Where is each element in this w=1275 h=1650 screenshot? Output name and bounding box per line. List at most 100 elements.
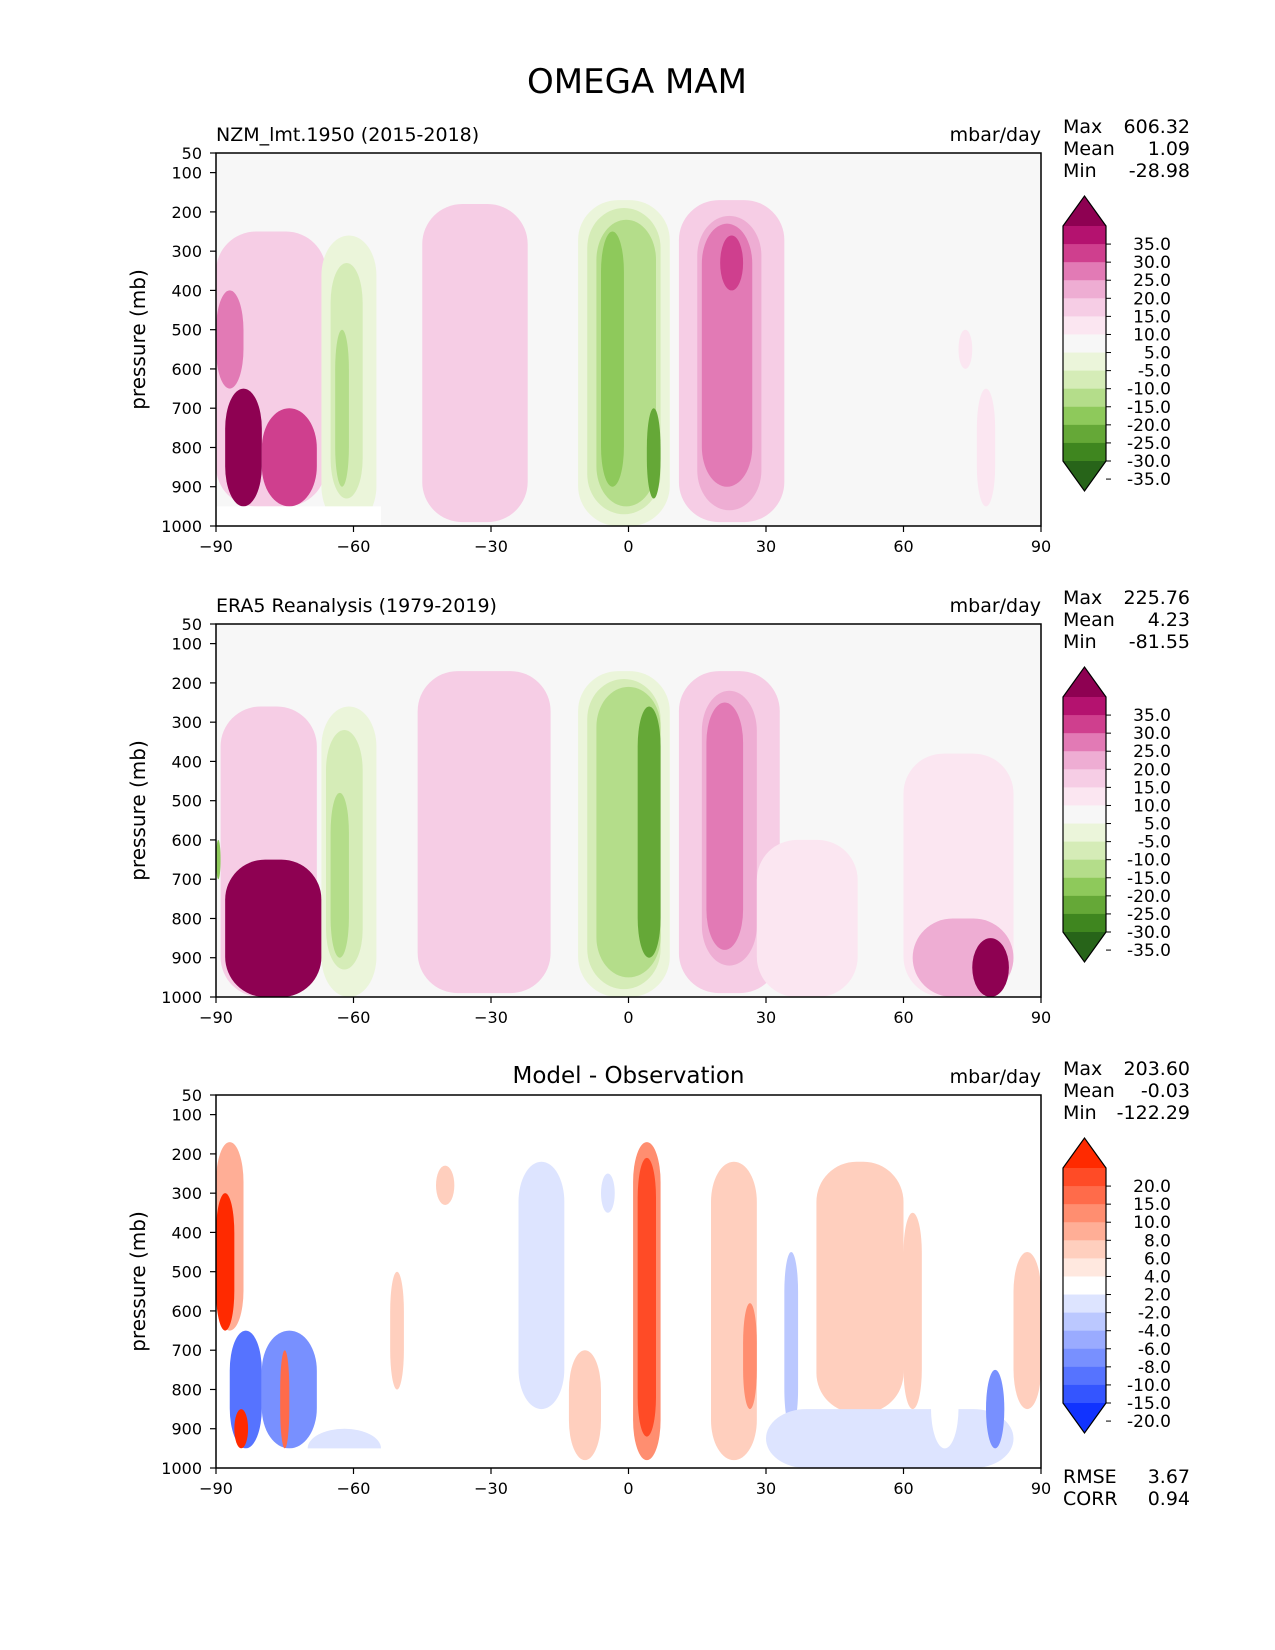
contour-field bbox=[216, 200, 996, 526]
y-tick-label: 600 bbox=[171, 1302, 202, 1321]
y-tick-label: 100 bbox=[171, 164, 202, 183]
figure-title: OMEGA MAM bbox=[527, 62, 747, 102]
colorbar-label: 30.0 bbox=[1133, 724, 1171, 744]
colorbar-label: -35.0 bbox=[1127, 470, 1171, 490]
colorbar-band bbox=[1063, 823, 1106, 843]
contour-region bbox=[683, 1153, 702, 1202]
contour-region bbox=[417, 671, 551, 994]
colorbar-band bbox=[1063, 1258, 1106, 1277]
stat-label: Max bbox=[1063, 587, 1102, 609]
stat-value: -122.29 bbox=[1117, 1102, 1190, 1124]
stat-value: 606.32 bbox=[1124, 116, 1190, 138]
y-tick-label: 600 bbox=[171, 831, 202, 850]
stat-label: Max bbox=[1063, 116, 1102, 138]
y-tick-label: 400 bbox=[171, 752, 202, 771]
contour-region bbox=[903, 1212, 922, 1410]
contour-region bbox=[261, 1330, 317, 1449]
x-tick-label: 60 bbox=[893, 537, 913, 556]
y-tick-label: 900 bbox=[171, 478, 202, 497]
stat-value: 225.76 bbox=[1124, 587, 1190, 609]
colorbar-band bbox=[1063, 298, 1106, 317]
colorbar-band bbox=[1063, 334, 1106, 354]
stat-label: Min bbox=[1063, 1102, 1097, 1124]
colorbar-label: -35.0 bbox=[1127, 941, 1171, 961]
colorbar: 35.030.025.020.015.010.05.0-5.0-10.0-15.… bbox=[1062, 194, 1171, 493]
colorbar-label: 20.0 bbox=[1133, 289, 1171, 309]
stat-label: Mean bbox=[1063, 609, 1115, 631]
stat-label: Mean bbox=[1063, 1080, 1115, 1102]
y-tick-label: 1000 bbox=[161, 517, 202, 536]
colorbar-label: 35.0 bbox=[1133, 706, 1171, 726]
colorbar-label: -30.0 bbox=[1127, 923, 1171, 943]
colorbar-label: -15.0 bbox=[1127, 869, 1171, 889]
colorbar-band bbox=[1063, 769, 1106, 788]
y-tick-label: 500 bbox=[171, 1263, 202, 1282]
contour-region bbox=[793, 231, 808, 299]
stat-value: -81.55 bbox=[1129, 631, 1190, 653]
colorbar-extend-bottom bbox=[1063, 1403, 1106, 1433]
colorbar-band bbox=[1063, 424, 1106, 444]
colorbar-label: 10.0 bbox=[1133, 796, 1171, 816]
colorbar-extend-bottom bbox=[1063, 932, 1106, 962]
colorbar-label: 5.0 bbox=[1144, 815, 1171, 835]
colorbar-label: -5.0 bbox=[1138, 833, 1171, 853]
y-tick-label: 900 bbox=[171, 1420, 202, 1439]
colorbar-band bbox=[1063, 280, 1106, 299]
contour-region bbox=[216, 839, 221, 880]
colorbar-band bbox=[1063, 1204, 1106, 1223]
colorbar-band bbox=[1063, 352, 1106, 372]
colorbar-label: -10.0 bbox=[1127, 380, 1171, 400]
contour-region bbox=[825, 321, 909, 526]
panel-2: ERA5 Reanalysis (1979-2019) mbar/day Max 22… bbox=[126, 587, 1190, 1027]
colorbar-band bbox=[1063, 1168, 1106, 1187]
colorbar-label: 4.0 bbox=[1144, 1267, 1171, 1287]
colorbar-band bbox=[1063, 226, 1106, 245]
y-tick-label: 200 bbox=[171, 203, 202, 222]
colorbar-band bbox=[1063, 733, 1106, 752]
y-tick-label: 900 bbox=[171, 949, 202, 968]
colorbar-label: 35.0 bbox=[1133, 235, 1171, 255]
x-tick-label: 90 bbox=[1031, 537, 1051, 556]
contour-region bbox=[756, 839, 858, 997]
colorbar-label: 25.0 bbox=[1133, 742, 1171, 762]
colorbar-band bbox=[1063, 895, 1106, 915]
x-tick-label: 60 bbox=[893, 1479, 913, 1498]
y-axis-label: pressure (mb) bbox=[126, 269, 150, 410]
colorbar-label: 20.0 bbox=[1133, 760, 1171, 780]
colorbar-band bbox=[1063, 262, 1106, 281]
colorbar-label: -6.0 bbox=[1138, 1340, 1171, 1360]
colorbar-band bbox=[1063, 697, 1106, 716]
contour-region bbox=[816, 1161, 904, 1414]
y-tick-label: 50 bbox=[182, 144, 202, 163]
stat-label: Max bbox=[1063, 1058, 1102, 1080]
contour-region bbox=[568, 1350, 601, 1461]
y-tick-label: 800 bbox=[171, 438, 202, 457]
panel-title: NZM_lmt.1950 (2015-2018) bbox=[216, 124, 479, 146]
contour-region bbox=[601, 231, 624, 487]
colorbar-band bbox=[1063, 1330, 1106, 1350]
contour-region bbox=[706, 702, 744, 950]
y-tick-label: 200 bbox=[171, 1145, 202, 1164]
contour-region bbox=[436, 1165, 455, 1205]
colorbar-band bbox=[1063, 388, 1106, 408]
contour-region bbox=[261, 408, 317, 507]
contour-region bbox=[931, 1271, 959, 1449]
y-tick-label: 50 bbox=[182, 615, 202, 634]
colorbar-label: -10.0 bbox=[1127, 851, 1171, 871]
stat-value: 1.09 bbox=[1148, 138, 1190, 160]
contour-region bbox=[743, 1303, 757, 1410]
y-axis-label: pressure (mb) bbox=[126, 1211, 150, 1352]
y-tick-label: 1000 bbox=[161, 988, 202, 1007]
colorbar-band bbox=[1063, 805, 1106, 825]
contour-region bbox=[1013, 1252, 1041, 1410]
contour-region bbox=[972, 938, 1009, 997]
colorbar-band bbox=[1063, 1312, 1106, 1332]
contour-region bbox=[701, 223, 753, 487]
contour-region bbox=[766, 1409, 1014, 1468]
colorbar-band bbox=[1063, 877, 1106, 897]
x-tick-label: −30 bbox=[474, 1479, 508, 1498]
contour-region bbox=[601, 1173, 615, 1213]
x-tick-label: −60 bbox=[337, 1008, 371, 1027]
colorbar-band bbox=[1063, 787, 1106, 806]
